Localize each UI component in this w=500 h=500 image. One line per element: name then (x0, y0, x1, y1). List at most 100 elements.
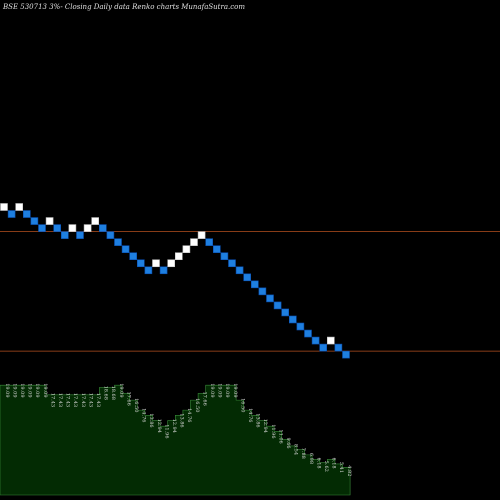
lower-value-label: 12.94 (262, 419, 268, 433)
lower-value-label: 12.94 (156, 419, 162, 433)
lower-value-label: 4.82 (346, 465, 352, 476)
down-brick (76, 231, 84, 239)
renko-bricks (0, 203, 350, 359)
chart-title: BSE 530713 3%- Closing Daily data Renko … (2, 3, 245, 11)
lower-value-label: 17.43 (72, 393, 78, 407)
lower-value-label: 19.09 (232, 383, 238, 397)
lower-value-label: 18.68 (103, 386, 109, 400)
lower-value-label: 6.18 (331, 457, 337, 468)
down-brick (53, 224, 62, 232)
down-brick (129, 252, 137, 261)
lower-value-label: 14.76 (141, 408, 147, 422)
up-brick (197, 231, 206, 239)
down-brick (281, 308, 290, 317)
up-brick (190, 238, 198, 246)
down-brick (243, 273, 251, 282)
down-brick (334, 343, 343, 352)
lower-value-label: 5.62 (323, 461, 329, 472)
up-brick (45, 217, 54, 225)
lower-value-label: 19.09 (34, 383, 40, 397)
down-brick (114, 238, 122, 246)
lower-value-label: 17.66 (125, 391, 131, 405)
lower-value-label: 7.88 (300, 448, 306, 459)
lower-value-label: 11.06 (277, 429, 283, 443)
down-brick (22, 210, 31, 218)
down-brick (38, 224, 46, 232)
down-brick (319, 343, 328, 352)
down-brick (304, 329, 312, 338)
lower-value-label: 14.76 (247, 408, 253, 422)
lower-value-label: 19.09 (224, 383, 230, 397)
lower-value-label: 19.09 (19, 383, 25, 397)
down-brick (266, 294, 274, 303)
lower-value-label: 19.09 (27, 383, 33, 397)
reference-lines (0, 231, 500, 352)
lower-value-label: 17.43 (65, 393, 71, 407)
down-brick (30, 217, 39, 225)
up-brick (175, 252, 183, 261)
lower-value-label: 13.86 (255, 413, 261, 427)
lower-value-label: 14.76 (186, 408, 192, 422)
up-brick (68, 224, 77, 232)
up-brick (182, 245, 191, 253)
lower-value-label: 6.98 (308, 453, 314, 464)
down-brick (251, 280, 259, 289)
lower-value-label: 19.09 (4, 383, 10, 397)
lower-value-label: 17.66 (201, 391, 207, 405)
down-brick (205, 238, 213, 246)
lower-value-label: 17.43 (57, 393, 63, 407)
lower-value-label: 17.43 (95, 393, 101, 407)
lower-panel-area (0, 384, 351, 496)
down-brick (137, 259, 145, 268)
up-brick (326, 336, 335, 345)
down-brick (220, 252, 229, 261)
lower-value-label: 11.96 (163, 424, 169, 438)
down-brick (7, 210, 16, 218)
down-brick (235, 266, 244, 275)
lower-value-label: 16.50 (194, 398, 200, 412)
lower-value-label: 19.09 (209, 383, 215, 397)
lower-value-label: 17.43 (80, 393, 86, 407)
lower-value-label: 12.94 (171, 419, 177, 433)
down-brick (99, 224, 107, 232)
lower-value-label: 18.68 (110, 386, 116, 400)
lower-value-label: 9.66 (285, 437, 291, 448)
lower-value-label: 11.96 (270, 424, 276, 438)
lower-value-label: 6.18 (315, 457, 321, 468)
down-brick (228, 259, 236, 268)
up-brick (83, 224, 92, 232)
lower-panel (0, 384, 351, 496)
lower-value-label: 17.43 (87, 393, 93, 407)
down-brick (144, 266, 153, 275)
lower-value-label: 19.09 (217, 383, 223, 397)
lower-value-label: 19.09 (42, 383, 48, 397)
down-brick (311, 336, 320, 345)
up-brick (15, 203, 23, 211)
down-brick (106, 231, 115, 239)
lower-value-label: 16.50 (239, 398, 245, 412)
down-brick (273, 301, 282, 310)
up-brick (91, 217, 99, 225)
up-brick (152, 259, 160, 268)
lower-value-label: 19.09 (11, 383, 17, 397)
down-brick (159, 266, 168, 275)
lower-value-label: 19.09 (118, 383, 124, 397)
up-brick (167, 259, 175, 268)
down-brick (213, 245, 221, 253)
lower-value-label: 8.54 (293, 444, 299, 455)
up-brick (0, 203, 8, 211)
lower-value-label: 13.86 (148, 413, 154, 427)
down-brick (60, 231, 69, 239)
lower-value-label: 5.41 (338, 462, 344, 473)
down-brick (121, 245, 130, 253)
down-brick (288, 315, 297, 324)
down-brick (258, 287, 267, 296)
lower-value-label: 17.43 (49, 393, 55, 407)
lower-value-label: 13.86 (179, 413, 185, 427)
down-brick (342, 350, 350, 359)
down-brick (296, 322, 305, 331)
lower-value-label: 16.50 (133, 398, 139, 412)
